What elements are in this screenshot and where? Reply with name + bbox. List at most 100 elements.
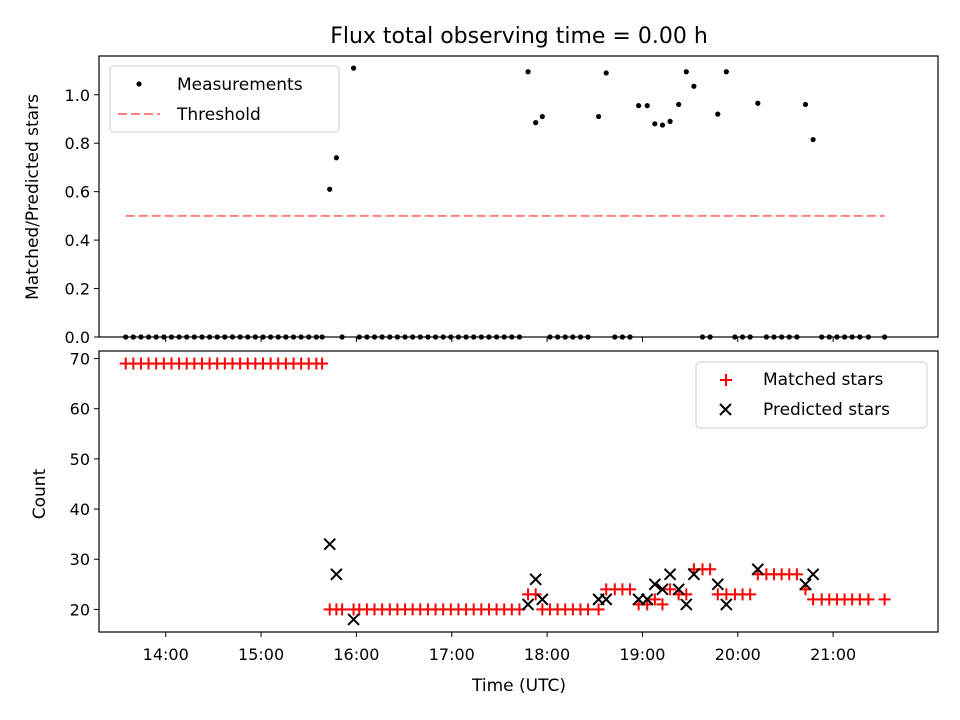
- predicted-star-point: [687, 568, 701, 581]
- matched-star-point: [744, 588, 757, 601]
- measurement-point: [667, 118, 673, 125]
- legend-matched-marker: [720, 374, 732, 386]
- bottom-xtick-label: 14:00: [143, 645, 189, 664]
- legend-measurements-marker: [136, 81, 142, 87]
- measurement-point: [644, 103, 650, 109]
- legend-predicted-label: Predicted stars: [763, 400, 890, 420]
- predicted-star-point: [672, 583, 685, 596]
- matched-star-point: [862, 593, 875, 606]
- bottom-xtick-label: 21:00: [810, 645, 856, 664]
- top-legend: Measurements Threshold: [109, 65, 340, 133]
- predicted-star-stroke: [347, 613, 360, 626]
- matched-star-point: [878, 593, 891, 606]
- bottom-panel: 20 30 40 50 60 70 14:00 15:00 16:00 17:00 18:00 19…: [30, 350, 939, 696]
- predicted-star-point: [330, 568, 343, 581]
- bottom-ytick-label: 30: [70, 550, 90, 569]
- predicted-star-point: [751, 563, 765, 576]
- bottom-x-axis-label: Time (UTC): [471, 676, 566, 696]
- measurement-point: [525, 69, 531, 75]
- matched-star-point: [680, 588, 693, 601]
- predicted-star-point: [600, 593, 613, 606]
- predicted-star-point: [806, 568, 820, 581]
- measurement-point: [603, 70, 609, 76]
- top-chart-title: Flux total observing time = 0.00 h: [330, 24, 708, 49]
- predicted-star-stroke: [323, 537, 336, 551]
- measurement-point: [350, 65, 357, 71]
- predicted-star-point: [521, 598, 535, 611]
- bottom-ytick-label: 40: [70, 500, 90, 519]
- bottom-axes-frame: [98, 350, 939, 633]
- measurement-point: [539, 113, 545, 120]
- measurement-point: [723, 69, 729, 75]
- predicted-star-stroke: [330, 568, 343, 581]
- bottom-legend-box: [695, 361, 928, 429]
- top-axes-frame: [98, 55, 939, 338]
- bottom-xtick-label: 20:00: [715, 645, 761, 664]
- top-ytick-label: 1.0: [65, 86, 90, 105]
- matched-star-point: [529, 588, 542, 601]
- bottom-legend: Matched stars Predicted stars: [695, 361, 928, 429]
- matched-star-point: [582, 603, 595, 616]
- top-ytick-label: 0.2: [65, 280, 90, 299]
- bottom-y-axis-label: Count: [30, 468, 50, 519]
- predicted-star-point: [799, 578, 812, 591]
- predicted-star-stroke: [711, 578, 724, 591]
- legend-measurements-label: Measurements: [177, 75, 303, 95]
- top-panel: Flux total observing time = 0.00 h 0.0 0.…: [23, 24, 939, 347]
- matched-star-point: [790, 568, 803, 581]
- predicted-star-point: [529, 573, 542, 586]
- bottom-xtick-label: 15:00: [238, 645, 284, 664]
- measurement-point: [533, 120, 539, 126]
- top-y-axis-label: Matched/Predicted stars: [23, 94, 43, 300]
- measurement-point: [810, 136, 816, 143]
- measurement-point: [691, 83, 697, 89]
- top-ytick-label: 0.4: [65, 231, 90, 250]
- matched-star-point: [316, 357, 329, 370]
- top-ytick-label: 0.8: [65, 134, 90, 153]
- matched-star-point: [592, 603, 605, 616]
- predicted-star-point: [720, 598, 733, 611]
- measurement-point: [652, 121, 658, 127]
- predicted-star-stroke: [529, 573, 542, 586]
- legend-threshold-label: Threshold: [176, 105, 261, 125]
- predicted-star-stroke: [521, 598, 535, 611]
- bottom-xtick-label: 19:00: [619, 645, 665, 664]
- bottom-xtick-label: 18:00: [524, 645, 570, 664]
- matched-star-point: [648, 593, 661, 606]
- predicted-star-stroke: [600, 593, 613, 606]
- top-legend-box: [109, 65, 340, 133]
- predicted-star-stroke: [648, 578, 662, 591]
- legend-predicted-marker: [719, 403, 732, 416]
- bottom-xtick-label: 17:00: [429, 645, 475, 664]
- predicted-star-point: [648, 578, 662, 591]
- measurement-point: [683, 69, 689, 75]
- predicted-star-stroke: [656, 583, 669, 596]
- measurement-point: [327, 186, 333, 192]
- predicted-star-point: [536, 593, 549, 606]
- predicted-star-stroke: [720, 598, 733, 611]
- matched-star-point: [624, 583, 637, 596]
- predicted-star-point: [347, 613, 360, 626]
- measurement-point: [659, 122, 666, 128]
- predicted-star-stroke: [680, 598, 693, 611]
- measurement-point: [715, 111, 721, 117]
- predicted-star-stroke: [751, 563, 765, 576]
- predicted-star-point: [711, 578, 724, 591]
- predicted-star-point: [323, 537, 336, 551]
- matched-star-point: [704, 563, 717, 576]
- predicted-star-stroke: [687, 568, 701, 581]
- predicted-star-point: [641, 593, 654, 606]
- predicted-star-point: [656, 583, 669, 596]
- measurement-point: [595, 113, 602, 120]
- matched-star-point: [656, 598, 669, 611]
- predicted-star-stroke: [672, 583, 685, 596]
- predicted-star-point: [663, 568, 677, 581]
- measurement-point: [676, 101, 682, 108]
- predicted-star-stroke: [641, 593, 654, 606]
- measurement-point: [802, 101, 809, 108]
- predicted-star-stroke: [536, 593, 549, 606]
- measurement-point: [636, 103, 642, 109]
- top-ytick-label: 0.6: [65, 183, 90, 202]
- measurement-point: [755, 100, 761, 106]
